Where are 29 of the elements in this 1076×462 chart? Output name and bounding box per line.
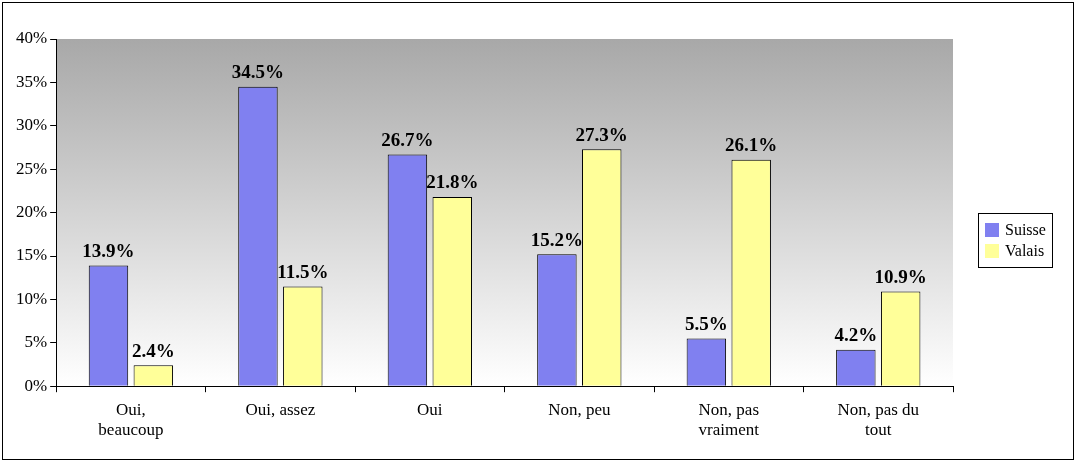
y-tick-label: 0% (24, 375, 48, 395)
data-label: 11.5% (277, 260, 329, 282)
x-tick-label: Oui, assez (245, 399, 316, 419)
y-tick-label: 10% (15, 288, 48, 308)
data-label: 2.4% (131, 339, 175, 361)
y-tick-label: 35% (15, 71, 48, 91)
y-tick-label: 30% (15, 115, 48, 135)
x-tick-label: Non, pas vraiment (698, 399, 760, 440)
data-label: 21.8% (426, 171, 479, 193)
data-label: 10.9% (874, 265, 927, 287)
data-label: 15.2% (530, 228, 584, 250)
y-tick-label: 5% (24, 332, 48, 352)
legend-label: Valais (1005, 242, 1045, 260)
y-tick-label: 40% (15, 28, 48, 48)
x-tick-label: Non, pas du tout (837, 399, 920, 440)
x-tick-label: Oui (417, 399, 443, 419)
data-label: 26.7% (381, 128, 434, 150)
y-tick-label: 25% (15, 158, 48, 178)
data-label: 34.5% (231, 61, 285, 83)
legend-label: Suisse (1005, 221, 1046, 239)
data-label: 13.9% (82, 239, 135, 261)
y-tick-label: 20% (15, 202, 48, 222)
data-label: 26.1% (725, 134, 778, 156)
data-label: 4.2% (834, 324, 878, 346)
data-label: 5.5% (684, 312, 728, 334)
data-label: 27.3% (575, 123, 628, 145)
x-tick-label: Non, peu (548, 399, 611, 419)
x-tick-label: Oui, beaucoup (98, 399, 164, 440)
y-tick-label: 15% (15, 245, 48, 265)
